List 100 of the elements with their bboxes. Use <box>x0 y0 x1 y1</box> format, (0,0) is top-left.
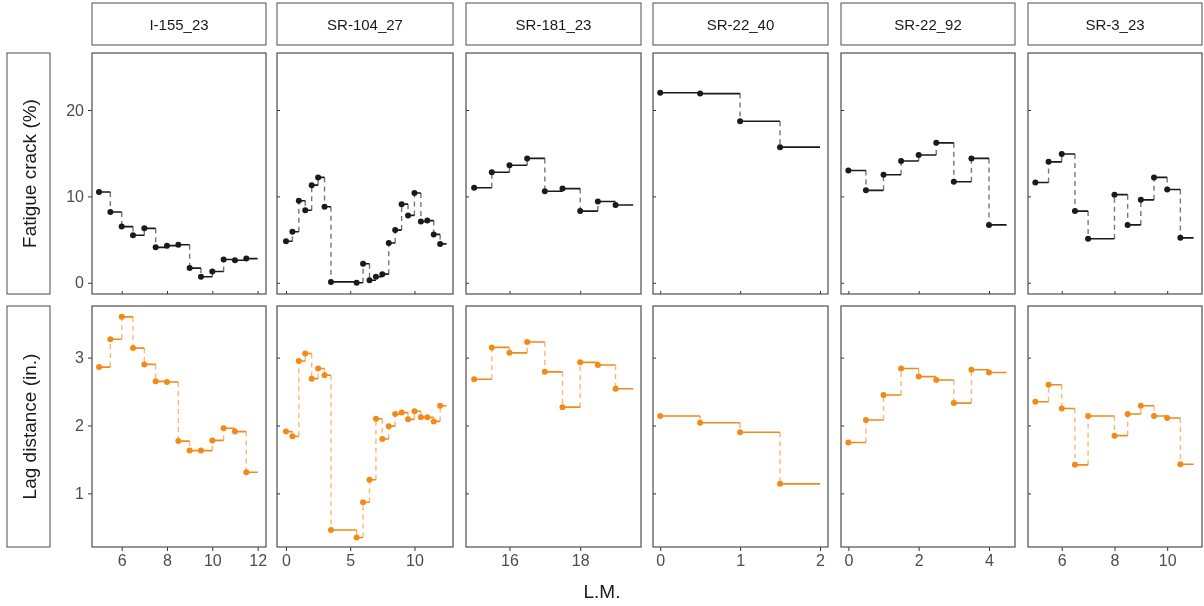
point <box>898 365 905 372</box>
point <box>1058 151 1065 158</box>
x-tick-label: 16 <box>501 552 519 570</box>
point <box>315 174 322 181</box>
point <box>243 255 250 262</box>
x-axis-title: L.M. <box>583 581 621 602</box>
x-tick-label: 0 <box>656 552 666 570</box>
point <box>289 433 296 440</box>
y-tick-label: 10 <box>66 188 85 206</box>
point <box>295 197 302 204</box>
point <box>577 359 584 366</box>
point <box>366 277 373 284</box>
point <box>524 338 531 345</box>
point <box>353 534 360 541</box>
point <box>243 469 250 476</box>
chart-title: SR-104_27 <box>327 16 403 33</box>
point <box>1177 461 1184 468</box>
point <box>471 376 478 383</box>
x-tick-label: 0 <box>844 552 854 570</box>
point <box>737 118 744 125</box>
chart-title: SR-181_23 <box>515 16 592 33</box>
point <box>231 257 238 264</box>
point <box>933 139 940 146</box>
point <box>385 423 392 430</box>
point <box>118 313 125 320</box>
point <box>282 428 289 435</box>
point <box>96 364 103 371</box>
point <box>175 438 182 445</box>
point <box>862 417 869 424</box>
point <box>372 273 379 280</box>
chart-title: SR-22_40 <box>706 16 775 33</box>
point <box>1085 412 1092 419</box>
point <box>862 187 869 194</box>
point <box>430 231 437 238</box>
point <box>424 217 431 224</box>
point <box>289 228 296 235</box>
point <box>220 425 227 432</box>
point <box>430 418 437 425</box>
chart-title: SR-3_23 <box>1085 16 1145 33</box>
point <box>327 527 334 534</box>
point <box>1058 405 1065 412</box>
point <box>197 273 204 280</box>
point <box>308 375 315 382</box>
point <box>282 238 289 245</box>
point <box>933 377 940 383</box>
point <box>1071 208 1078 215</box>
point <box>353 279 360 286</box>
point <box>385 240 392 247</box>
point <box>488 169 495 176</box>
point <box>612 202 619 209</box>
point <box>1137 196 1144 203</box>
point <box>107 208 114 215</box>
point <box>366 476 373 483</box>
chart-title: I-155_23 <box>149 16 209 33</box>
point <box>1045 158 1052 165</box>
point <box>163 379 170 386</box>
point <box>398 201 405 208</box>
point <box>107 336 114 343</box>
point <box>437 402 444 409</box>
point <box>186 447 193 454</box>
y-axis-title: Fatigue crack (%) <box>19 99 40 248</box>
y-axis-title: Lag distance (in.) <box>19 353 40 500</box>
point <box>777 480 784 487</box>
point <box>612 385 619 392</box>
point <box>130 345 137 352</box>
point <box>845 439 852 446</box>
point <box>295 357 302 364</box>
point <box>1124 410 1131 417</box>
point <box>657 412 664 419</box>
point <box>417 218 424 225</box>
x-tick-label: 5 <box>346 552 356 570</box>
point <box>130 232 137 239</box>
x-tick-label: 6 <box>1057 552 1067 570</box>
x-tick-label: 2 <box>816 552 826 570</box>
y-tick-label: 20 <box>66 101 85 119</box>
point <box>985 369 992 376</box>
y-tick-label: 3 <box>75 349 85 367</box>
point <box>372 415 379 422</box>
point <box>559 404 566 411</box>
point <box>915 151 922 158</box>
point <box>559 185 566 192</box>
point <box>405 212 412 219</box>
point <box>327 278 334 285</box>
point <box>424 414 431 421</box>
point <box>302 207 309 214</box>
x-tick-label: 8 <box>1110 552 1120 570</box>
point <box>411 189 418 196</box>
point <box>1151 174 1158 181</box>
point <box>321 203 328 210</box>
x-tick-label: 8 <box>163 552 173 570</box>
x-tick-label: 10 <box>406 552 424 570</box>
point <box>697 419 704 426</box>
point <box>577 208 584 215</box>
point <box>1032 398 1039 405</box>
point <box>220 256 227 263</box>
point <box>392 227 399 234</box>
point <box>437 240 444 247</box>
point <box>950 178 957 185</box>
point <box>898 157 905 164</box>
point <box>197 447 204 454</box>
